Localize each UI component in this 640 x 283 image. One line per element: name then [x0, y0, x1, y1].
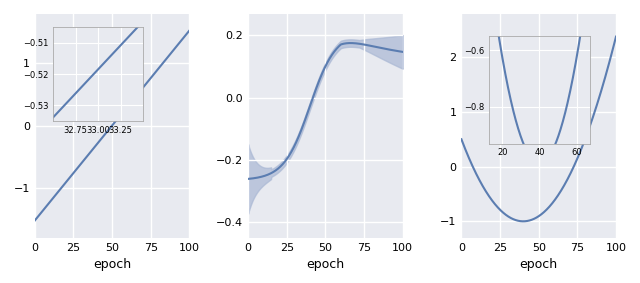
Text: (b) Mode 1: (b) Mode 1 — [292, 282, 359, 283]
Text: (c) Mode 2: (c) Mode 2 — [506, 282, 572, 283]
X-axis label: epoch: epoch — [307, 258, 344, 271]
X-axis label: epoch: epoch — [520, 258, 558, 271]
Text: (a) Mode 0: (a) Mode 0 — [78, 282, 146, 283]
X-axis label: epoch: epoch — [93, 258, 131, 271]
